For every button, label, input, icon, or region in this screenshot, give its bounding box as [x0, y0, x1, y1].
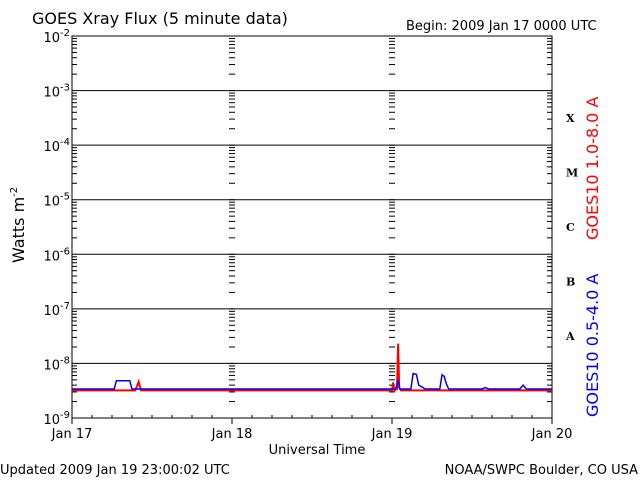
y-tick-label: 10-7	[43, 301, 70, 319]
y-tick-label: 10-2	[43, 28, 70, 46]
y-tick-base: 10	[43, 140, 60, 155]
y-tick-base: 10	[43, 86, 60, 101]
y-tick-exponent: -2	[60, 28, 70, 39]
flare-class-label: B	[566, 276, 575, 289]
y-tick-label: 10-3	[43, 83, 70, 101]
y-tick-base: 10	[43, 304, 60, 319]
series-line-long-channel	[72, 343, 552, 392]
chart-title: GOES Xray Flux (5 minute data)	[32, 9, 288, 28]
y-tick-label: 10-6	[43, 246, 70, 264]
credit-text: NOAA/SWPC Boulder, CO USA	[445, 463, 638, 478]
x-axis-label: Universal Time	[269, 443, 366, 458]
y-tick-base: 10	[43, 358, 60, 373]
y-tick-base: 10	[43, 249, 60, 264]
legend-short-channel: GOES10 0.5-4.0 A	[583, 274, 602, 417]
flare-class-label: C	[566, 221, 575, 234]
y-tick-label: 10-4	[43, 137, 70, 155]
y-axis-label-text: Watts m	[9, 197, 28, 263]
y-tick-base: 10	[43, 31, 60, 46]
series-line-short-channel	[72, 372, 552, 390]
y-tick-exponent: -3	[60, 83, 70, 94]
flare-class-label: M	[566, 166, 578, 179]
y-axis-label: Watts m-2	[9, 187, 28, 263]
x-tick-label: Jan 20	[531, 427, 573, 442]
x-tick-label: Jan 18	[211, 427, 253, 442]
flare-class-label: A	[565, 330, 575, 343]
updated-time: Updated 2009 Jan 19 23:00:02 UTC	[0, 463, 230, 478]
plot-area: Jan 17 Jan 18 Jan 19 Jan 2010-210-310-410-5…	[43, 28, 578, 442]
y-tick-exponent: -6	[60, 246, 70, 257]
plot-frame	[71, 35, 553, 419]
y-tick-label: 10-5	[43, 192, 70, 210]
y-tick-exponent: -9	[60, 410, 70, 421]
y-tick-exponent: -8	[60, 355, 70, 366]
y-tick-exponent: -4	[60, 137, 70, 148]
y-tick-label: 10-8	[43, 355, 70, 373]
legend-long-channel: GOES10 1.0-8.0 A	[583, 97, 602, 240]
y-tick-base: 10	[43, 195, 60, 210]
y-axis-label-exponent: -2	[9, 187, 20, 197]
y-tick-label: 10-9	[43, 410, 70, 428]
y-tick-exponent: -7	[60, 301, 70, 312]
x-tick-label: Jan 17	[51, 427, 93, 442]
flare-class-label: X	[566, 112, 575, 125]
y-tick-base: 10	[43, 413, 60, 428]
x-tick-label: Jan 19	[371, 427, 413, 442]
y-tick-exponent: -5	[60, 192, 70, 203]
begin-time: Begin: 2009 Jan 17 0000 UTC	[406, 19, 597, 34]
